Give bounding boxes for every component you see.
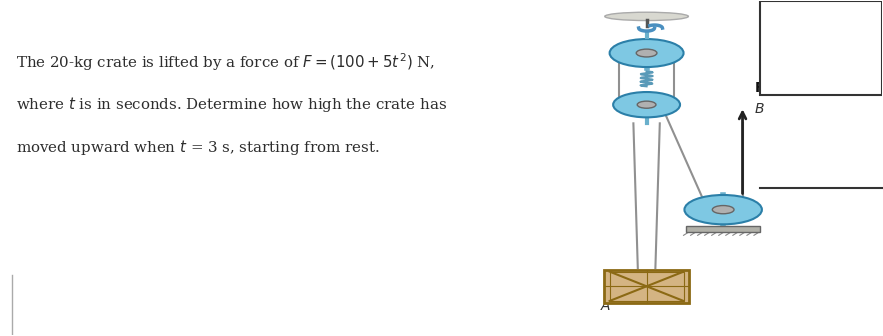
Circle shape: [684, 195, 762, 224]
Bar: [686, 226, 760, 232]
Bar: [609, 271, 683, 301]
Text: moved upward when $t$ = 3 s, starting from rest.: moved upward when $t$ = 3 s, starting fr…: [17, 138, 380, 157]
Circle shape: [613, 92, 680, 117]
Circle shape: [638, 101, 656, 108]
Text: The 20-kg crate is lifted by a force of $F = \left(100 + 5t^2\right)$ N,: The 20-kg crate is lifted by a force of …: [17, 51, 435, 73]
Bar: [760, 1, 881, 95]
Bar: [604, 269, 689, 303]
Text: $\mathbf{F}$: $\mathbf{F}$: [754, 81, 765, 95]
Text: $B$: $B$: [754, 102, 765, 116]
Circle shape: [713, 206, 734, 214]
Ellipse shape: [605, 12, 689, 20]
Circle shape: [637, 49, 657, 57]
Circle shape: [609, 39, 683, 67]
Text: where $t$ is in seconds. Determine how high the crate has: where $t$ is in seconds. Determine how h…: [17, 95, 448, 114]
Text: $A$: $A$: [600, 299, 611, 313]
